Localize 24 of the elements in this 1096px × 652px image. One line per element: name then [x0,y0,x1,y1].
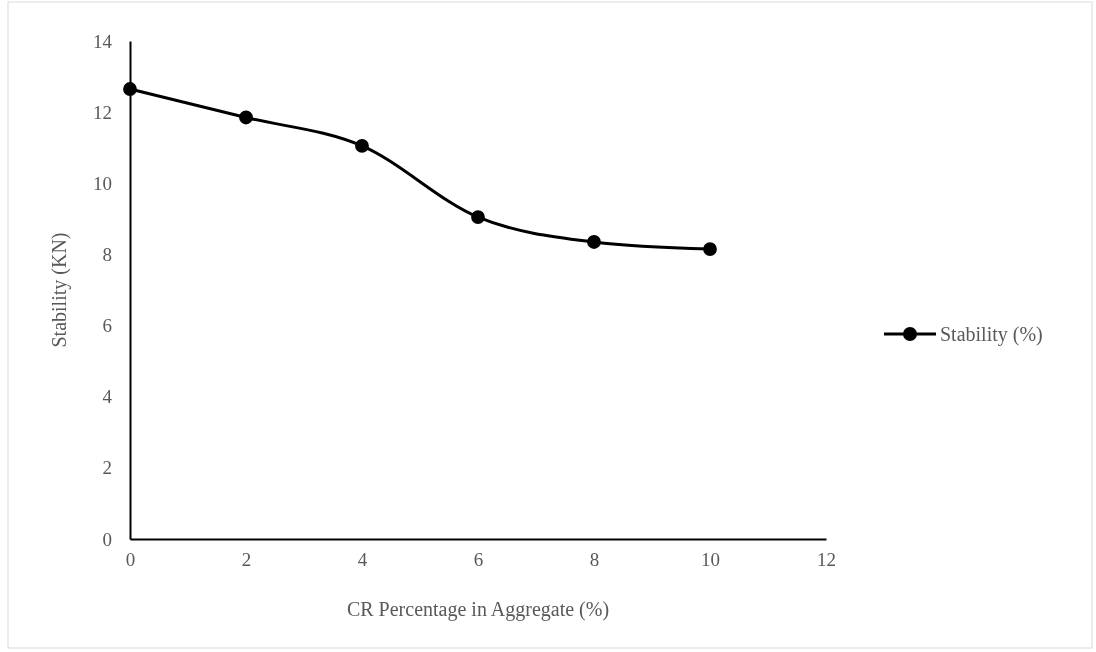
y-tick-label: 12 [93,101,112,123]
x-tick-label: 4 [357,549,368,571]
legend-label: Stability (%) [940,323,1043,346]
y-tick-label: 4 [102,386,113,408]
point [239,110,253,125]
point [471,210,485,224]
y-tick-label: 10 [93,172,112,194]
x-tick-label: 8 [589,549,600,571]
x-tick-label: 12 [817,549,836,571]
y-tick-label: 0 [102,528,112,550]
x-tick-label: 0 [125,549,136,571]
x-tick-label: 6 [473,549,484,571]
point [123,82,137,96]
point [355,139,369,153]
y-tick-label: 14 [93,30,113,52]
y-tick-label: 8 [102,244,112,266]
x-tick-label: 10 [701,549,720,571]
x-axis-title: CR Percentage in Aggregate (%) [346,598,610,621]
point [587,235,601,249]
y-tick-label: 6 [102,315,112,337]
x-tick-label: 2 [241,549,252,571]
point [703,242,717,256]
y-axis-title: Stability (KN) [48,232,71,348]
y-tick-label: 2 [102,457,112,479]
